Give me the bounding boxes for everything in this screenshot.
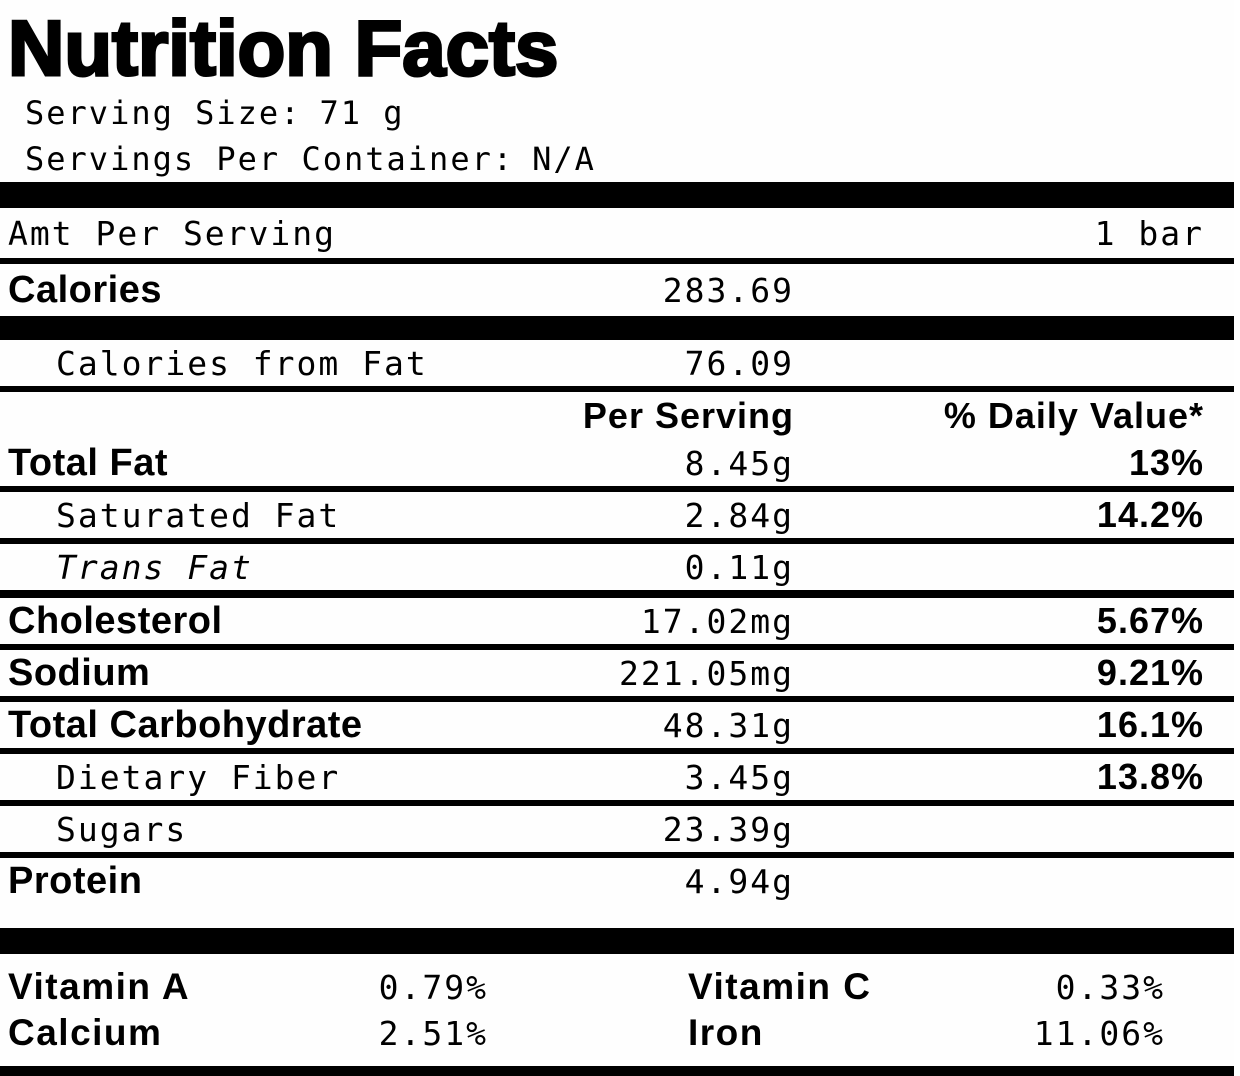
divider-bar-vitamins [0,928,1234,954]
nutrient-row-dietary-fiber: Dietary Fiber 3.45g 13.8% [0,754,1234,800]
nutrient-label: Protein [8,859,143,902]
separator [0,258,1234,264]
micronutrient-value: 0.79% [378,967,488,1007]
nutrient-daily-value: 13.8% [1096,756,1204,797]
micronutrient-value: 0.33% [1055,967,1165,1007]
separator [0,644,1234,650]
serving-size-line: Serving Size: 71 g [0,90,1234,136]
calories-value: 283.69 [662,270,794,310]
spacer [0,1056,1234,1066]
separator [0,486,1234,492]
spacer [0,954,1234,964]
per-serving-column-header: Per Serving [582,395,794,436]
nutrient-amount: 3.45g [684,757,794,797]
nutrient-daily-value: 9.21% [1096,652,1204,693]
nutrient-label: Sugars [56,809,188,849]
nutrient-row-total-carbohydrate: Total Carbohydrate 48.31g 16.1% [0,702,1234,748]
micronutrient-label: Iron [688,1012,764,1053]
nutrient-label: Sodium [8,651,151,694]
nutrient-amount: 4.94g [684,861,794,901]
servings-per-container-value: N/A [532,140,596,178]
separator [0,852,1234,858]
micronutrient-value: 2.51% [378,1013,488,1053]
nutrient-amount: 17.02mg [640,601,794,641]
serving-unit-value: 1 bar [1094,213,1204,253]
calories-from-fat-label: Calories from Fat [56,343,428,383]
daily-value-column-header: % Daily Value* [943,395,1204,436]
nutrient-daily-value: 14.2% [1096,494,1204,535]
nutrient-label: Trans Fat [56,547,253,587]
nutrient-label: Saturated Fat [56,495,341,535]
nutrient-row-sugars: Sugars 23.39g [0,806,1234,852]
nutrient-row-protein: Protein 4.94g [0,858,1234,904]
nutrient-amount: 23.39g [662,809,794,849]
separator [0,800,1234,806]
amt-per-serving-row: Amt Per Serving 1 bar [0,208,1234,258]
column-header-row: Per Serving % Daily Value* [0,392,1234,440]
divider-bar-calories [0,316,1234,340]
nutrient-daily-value: 16.1% [1096,704,1204,745]
separator [0,696,1234,702]
nutrient-row-trans-fat: Trans Fat 0.11g [0,544,1234,590]
nutrient-label: Cholesterol [8,599,223,642]
nutrient-row-saturated-fat: Saturated Fat 2.84g 14.2% [0,492,1234,538]
calories-row: Calories 283.69 [0,264,1234,316]
separator [0,590,1234,598]
nutrient-row-sodium: Sodium 221.05mg 9.21% [0,650,1234,696]
spacer [0,904,1234,928]
nutrient-label: Total Fat [8,441,169,484]
nutrient-label: Total Carbohydrate [8,703,363,746]
micronutrient-row-1: Vitamin A 0.79% Vitamin C 0.33% [0,964,1234,1010]
micronutrient-label: Vitamin A [8,966,191,1007]
nutrient-amount: 221.05mg [619,653,794,693]
nutrient-daily-value: 5.67% [1096,600,1204,641]
calories-from-fat-value: 76.09 [684,343,794,383]
separator [0,538,1234,544]
calories-from-fat-row: Calories from Fat 76.09 [0,340,1234,386]
nutrient-amount: 48.31g [662,705,794,745]
calories-label: Calories [8,268,162,311]
nutrient-row-cholesterol: Cholesterol 17.02mg 5.67% [0,598,1234,644]
nutrient-amount: 2.84g [684,495,794,535]
micronutrient-row-2: Calcium 2.51% Iron 11.06% [0,1010,1234,1056]
divider-bar-bottom [0,1066,1234,1076]
nutrient-amount: 8.45g [684,443,794,483]
nutrient-row-total-fat: Total Fat 8.45g 13% [0,440,1234,486]
label-title: Nutrition Facts [7,4,560,92]
amt-per-serving-label: Amt Per Serving [8,213,337,253]
separator [0,748,1234,754]
serving-size-label: Serving Size: [25,94,302,132]
servings-per-container-line: Servings Per Container: N/A [0,136,1234,182]
separator [0,386,1234,392]
serving-size-value: 71 g [319,94,405,132]
micronutrient-label: Vitamin C [688,966,872,1007]
nutrient-daily-value: 13% [1128,442,1204,483]
nutrient-amount: 0.11g [684,547,794,587]
micronutrient-label: Calcium [8,1012,163,1053]
nutrient-label: Dietary Fiber [56,757,341,797]
micronutrient-value: 11.06% [1033,1013,1165,1053]
servings-per-container-label: Servings Per Container: [25,140,515,178]
divider-bar-top [0,182,1234,208]
